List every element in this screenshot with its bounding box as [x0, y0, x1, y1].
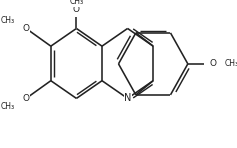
Text: O: O [23, 24, 30, 33]
Text: CH₃: CH₃ [0, 16, 14, 25]
Text: CH₃: CH₃ [0, 102, 14, 111]
Text: O: O [73, 5, 80, 14]
Text: O: O [209, 59, 216, 68]
Text: O: O [23, 94, 30, 103]
Text: CH₃: CH₃ [69, 0, 83, 7]
Text: CH₃: CH₃ [224, 59, 237, 68]
Text: N: N [124, 93, 131, 103]
